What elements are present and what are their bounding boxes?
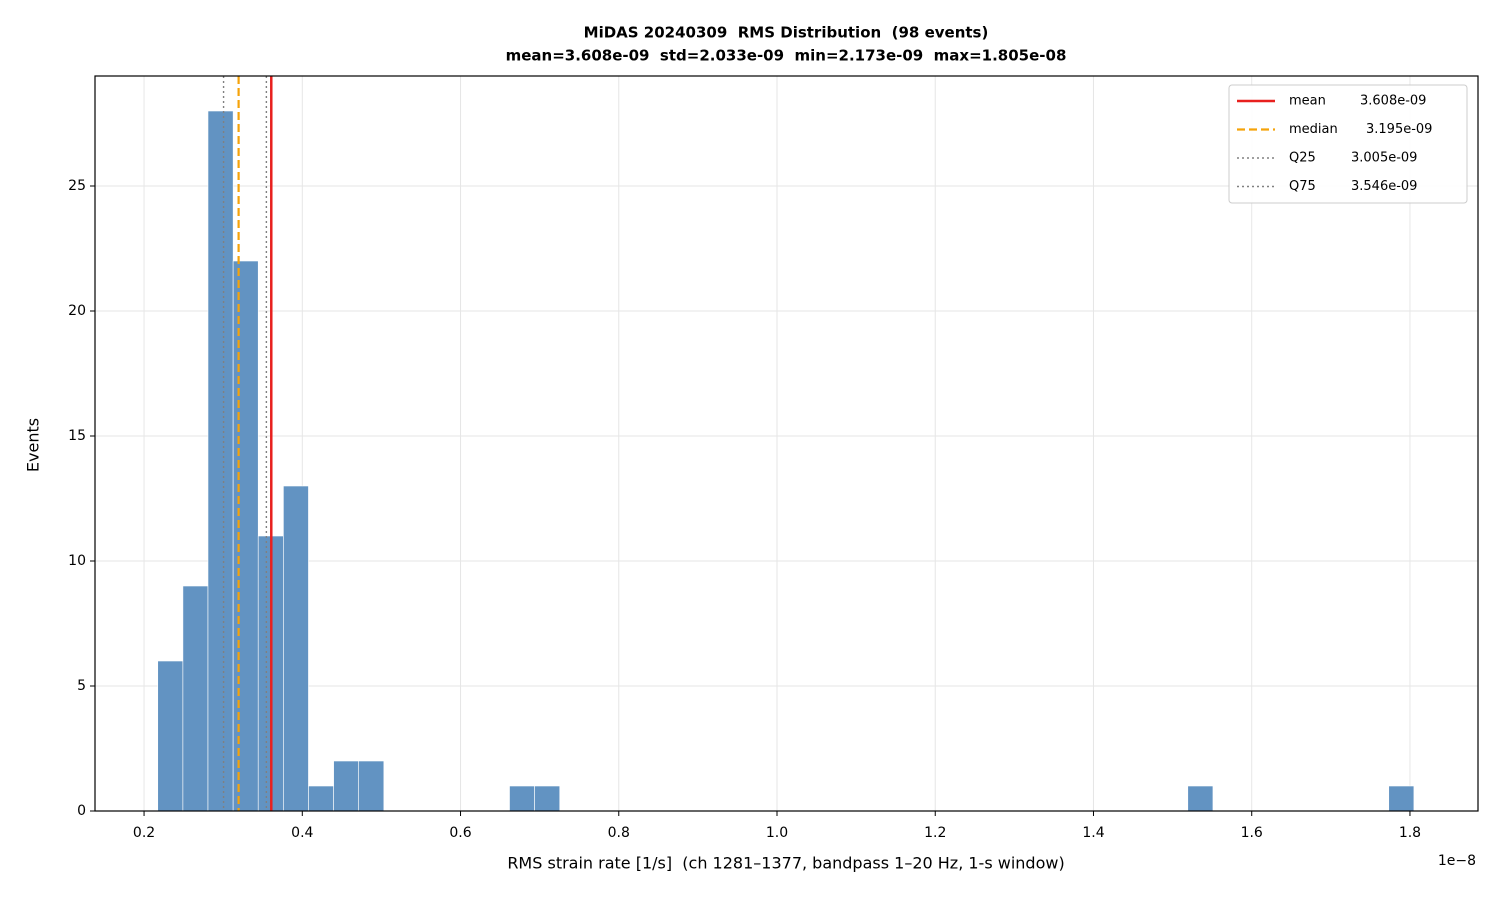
x-tick-label: 1.4 xyxy=(1082,825,1104,841)
histogram-bar xyxy=(1388,785,1415,812)
histogram-bar xyxy=(232,260,259,812)
x-tick-label: 1.2 xyxy=(924,825,946,841)
chart-title: MiDAS 20240309 RMS Distribution (98 even… xyxy=(584,24,989,42)
x-tick-label: 0.2 xyxy=(133,825,155,841)
histogram-bar xyxy=(509,785,535,812)
x-tick-label: 1.6 xyxy=(1241,825,1263,841)
histogram-bar xyxy=(283,485,309,812)
y-tick-label: 15 xyxy=(68,428,86,444)
histogram-bar xyxy=(333,760,360,812)
histogram-bar xyxy=(207,110,234,812)
histogram-bar xyxy=(1187,785,1214,812)
y-tick-label: 25 xyxy=(68,178,86,194)
y-tick-label: 10 xyxy=(68,553,86,569)
x-tick-label: 1.8 xyxy=(1399,825,1421,841)
x-tick-label: 0.4 xyxy=(291,825,313,841)
legend-value: 3.005e-09 xyxy=(1351,151,1417,166)
chart-subtitle: mean=3.608e-09 std=2.033e-09 min=2.173e-… xyxy=(506,47,1067,65)
legend-value: 3.546e-09 xyxy=(1351,179,1417,194)
x-tick-label: 0.8 xyxy=(608,825,630,841)
legend-value: 3.195e-09 xyxy=(1366,122,1432,137)
legend-name: Q75 xyxy=(1289,179,1316,194)
y-tick-label: 0 xyxy=(77,803,86,819)
y-tick-label: 20 xyxy=(68,303,86,319)
legend-name: mean xyxy=(1289,94,1326,109)
y-tick-label: 5 xyxy=(77,678,86,694)
y-axis-label: Events xyxy=(24,418,43,472)
legend-box xyxy=(1228,84,1468,204)
histogram-bar xyxy=(358,760,385,812)
x-offset-label: 1e−8 xyxy=(1438,853,1476,869)
histogram-bar xyxy=(157,660,184,812)
plot-frame xyxy=(94,75,1479,812)
legend-name: Q25 xyxy=(1289,151,1316,166)
histogram-bar xyxy=(534,785,561,812)
legend-name: median xyxy=(1289,122,1338,137)
x-axis-label: RMS strain rate [1/s] (ch 1281–1377, ban… xyxy=(507,854,1064,873)
legend-value: 3.608e-09 xyxy=(1360,94,1426,109)
histogram-bar xyxy=(182,585,209,812)
x-tick-label: 0.6 xyxy=(449,825,471,841)
x-tick-label: 1.0 xyxy=(766,825,788,841)
legend: mean 3.608e-09 median 3.195e-09 Q25 3.005e-09… xyxy=(1228,84,1468,204)
histogram-bar xyxy=(308,785,334,812)
